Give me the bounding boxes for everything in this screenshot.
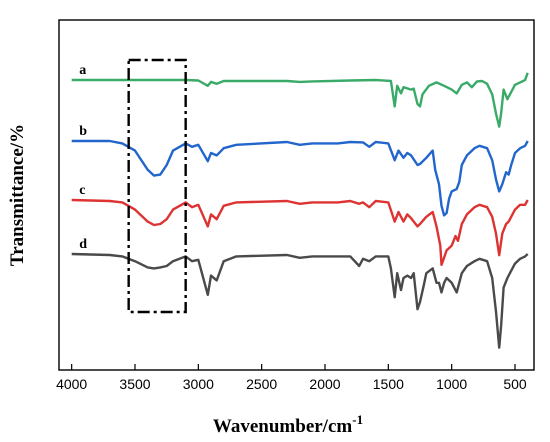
x-tick-label: 500 — [503, 376, 527, 392]
series-label-a: a — [79, 63, 86, 78]
x-axis-ticks: 4000 3500 3000 2500 2000 1500 1000 500 — [56, 364, 527, 392]
x-axis-title-superscript: -1 — [352, 412, 363, 427]
series-label-c: c — [79, 183, 85, 198]
x-tick-label: 1500 — [373, 376, 404, 392]
x-axis-title-main: Wavenumber/cm — [213, 416, 352, 437]
series-labels: a b c d — [79, 63, 87, 252]
x-tick-label: 3000 — [183, 376, 214, 392]
x-tick-label: 3500 — [119, 376, 150, 392]
x-tick-label: 2500 — [246, 376, 277, 392]
series-line-b — [71, 139, 529, 217]
y-axis-title: Transmittance/% — [7, 124, 28, 266]
series-line-c — [71, 198, 529, 266]
series-line-a — [71, 72, 529, 128]
x-axis-title: Wavenumber/cm-1 — [213, 412, 363, 437]
series-line-d — [71, 252, 529, 349]
series-label-b: b — [79, 124, 87, 139]
plot-frame — [58, 19, 535, 371]
x-tick-label: 1000 — [436, 376, 467, 392]
highlight-region-box — [127, 58, 187, 314]
x-tick-label: 4000 — [56, 376, 87, 392]
series-label-d: d — [79, 237, 87, 252]
x-tick-label: 2000 — [309, 376, 340, 392]
series-lines — [71, 72, 529, 349]
